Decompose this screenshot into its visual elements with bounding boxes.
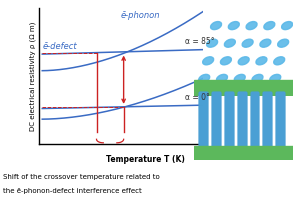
Bar [263, 92, 271, 146]
Bar [263, 92, 271, 146]
Bar [212, 92, 220, 146]
Ellipse shape [274, 57, 285, 65]
Text: ē-defect: ē-defect [42, 42, 77, 51]
Ellipse shape [210, 22, 222, 30]
Bar [238, 92, 246, 146]
Bar [263, 92, 271, 146]
Ellipse shape [199, 74, 210, 82]
Bar [251, 92, 258, 146]
Bar [199, 92, 207, 146]
Bar [194, 146, 293, 160]
Ellipse shape [216, 74, 228, 82]
Ellipse shape [270, 74, 281, 82]
Bar [251, 92, 258, 146]
Ellipse shape [264, 22, 275, 30]
Bar [276, 92, 284, 146]
Bar [199, 92, 207, 146]
Bar [199, 92, 207, 146]
Ellipse shape [228, 22, 239, 30]
Bar [225, 92, 233, 146]
Bar [212, 92, 220, 146]
Text: α = 0°: α = 0° [185, 93, 210, 102]
Ellipse shape [234, 74, 245, 82]
Bar [238, 92, 246, 146]
Ellipse shape [256, 57, 267, 65]
Bar [199, 92, 207, 146]
Bar [212, 92, 220, 146]
Bar [238, 92, 246, 146]
Bar [276, 92, 284, 146]
Bar [276, 92, 284, 146]
Bar [225, 92, 233, 146]
Text: Shift of the crossover temperature related to: Shift of the crossover temperature relat… [3, 174, 160, 180]
Ellipse shape [260, 39, 271, 47]
Text: ē-phonon: ē-phonon [121, 11, 161, 20]
Text: the ē-phonon-defect interference effect: the ē-phonon-defect interference effect [3, 188, 142, 194]
Y-axis label: DC electrical resistivity ρ (Ω m): DC electrical resistivity ρ (Ω m) [30, 21, 36, 131]
Bar [212, 92, 220, 146]
Bar [263, 92, 271, 146]
Bar [225, 92, 233, 146]
Ellipse shape [252, 74, 263, 82]
Bar [276, 92, 284, 146]
Bar [251, 92, 258, 146]
Bar [251, 92, 258, 146]
Bar [263, 92, 271, 146]
Ellipse shape [278, 39, 289, 47]
Bar [238, 92, 246, 146]
Ellipse shape [282, 22, 293, 30]
Bar [238, 92, 246, 146]
Bar [251, 92, 258, 146]
Ellipse shape [224, 39, 235, 47]
Bar [212, 92, 220, 146]
Ellipse shape [246, 22, 257, 30]
Ellipse shape [238, 57, 249, 65]
X-axis label: Temperature T (K): Temperature T (K) [106, 155, 185, 164]
Bar [276, 92, 284, 146]
Bar [194, 80, 293, 96]
Bar [225, 92, 233, 146]
Ellipse shape [242, 39, 253, 47]
Bar [225, 92, 233, 146]
Text: α = 85°: α = 85° [185, 37, 215, 46]
Ellipse shape [207, 39, 218, 47]
Bar [199, 92, 207, 146]
Ellipse shape [203, 57, 214, 65]
Ellipse shape [220, 57, 231, 65]
